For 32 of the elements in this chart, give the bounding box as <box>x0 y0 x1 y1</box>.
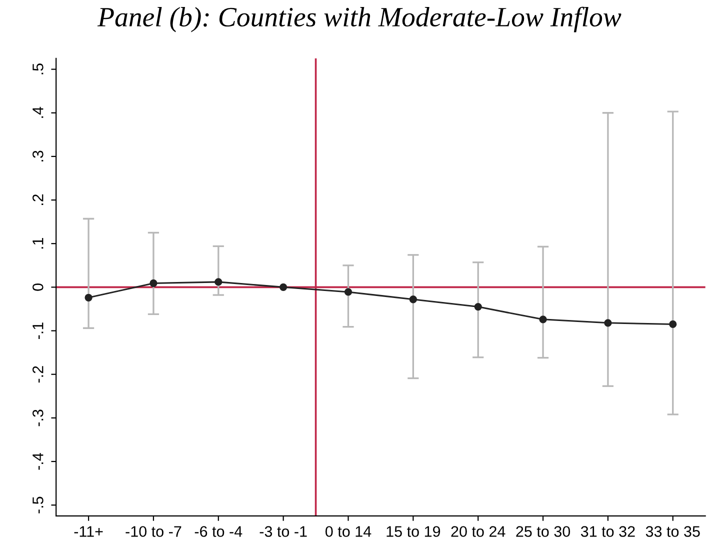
point <box>84 294 92 302</box>
x-tick-label: 25 to 30 <box>516 526 570 537</box>
x-tick-label: -6 to -4 <box>194 526 242 537</box>
point <box>409 296 417 304</box>
y-tick-label: -.2 <box>32 366 44 383</box>
chart-title: Panel (b): Counties with Moderate-Low Inflow <box>97 6 622 32</box>
x-tick-label: 31 to 32 <box>580 526 635 537</box>
point <box>474 302 482 311</box>
x-tick-label: 20 to 24 <box>451 526 506 537</box>
y-tick-label: -.3 <box>32 410 44 426</box>
y-tick-label: 0 <box>32 284 44 291</box>
x-tick-label: -10 to -7 <box>126 526 182 537</box>
y-tick-label: .4 <box>32 106 44 118</box>
y-tick-label: -.4 <box>32 453 44 470</box>
x-tick-label: -3 to -1 <box>260 526 307 537</box>
point <box>150 279 158 288</box>
y-tick-label: .1 <box>32 238 44 249</box>
x-tick-label: 15 to 19 <box>386 526 440 537</box>
y-tick-label: .3 <box>32 150 44 162</box>
y-tick-label: .2 <box>32 194 44 205</box>
x-tick-label: -11+ <box>74 526 103 537</box>
y-tick-label: .5 <box>32 64 44 74</box>
point <box>669 320 677 328</box>
x-tick-label: 0 to 14 <box>325 526 372 537</box>
point <box>280 283 288 291</box>
y-tick-label: -.1 <box>32 322 44 339</box>
point <box>214 278 222 286</box>
point <box>604 319 612 327</box>
y-tick-label: -.5 <box>32 496 44 514</box>
point <box>344 288 352 296</box>
x-tick-label: 33 to 35 <box>646 526 700 537</box>
point <box>539 316 547 324</box>
